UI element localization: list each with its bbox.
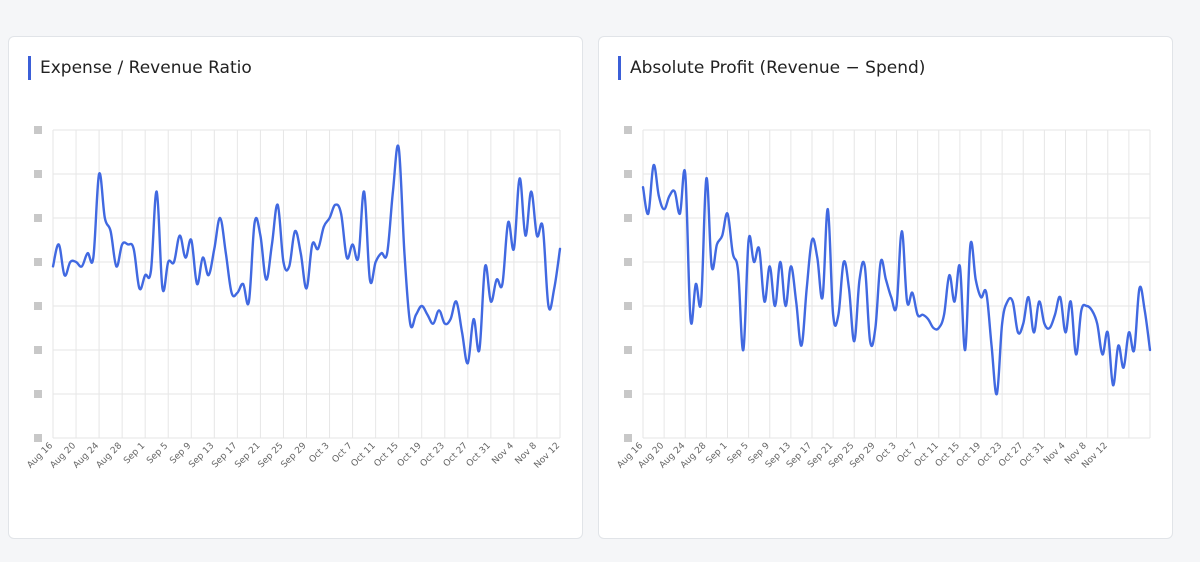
y-tick-label [34,126,42,134]
x-tick-label: Nov 12 [533,441,563,471]
x-tick-label: Oct 3 [874,441,898,465]
series-line [641,163,1152,396]
x-tick-label: Sep 1 [122,441,147,466]
grid [52,129,561,439]
y-tick-label [624,346,632,354]
x-tick-label: Sep 29 [279,441,308,470]
x-tick-label: Oct 23 [419,441,447,469]
x-tick-label: Oct 15 [373,441,401,469]
x-tick-label: Oct 19 [396,441,424,469]
y-tick-label [624,170,632,178]
x-tick-label: Sep 5 [145,441,170,466]
y-tick-label [34,258,42,266]
card-title: Expense / Revenue Ratio [28,56,252,80]
y-tick-label [624,126,632,134]
x-tick-label: Aug 28 [95,441,125,471]
x-tick-label: Oct 31 [1018,441,1046,469]
grid [642,129,1151,439]
y-tick-label [34,434,42,442]
y-tick-label [34,214,42,222]
y-tick-label [34,170,42,178]
x-tick-label: Sep 5 [726,441,751,466]
y-tick-label [34,346,42,354]
y-tick-label [34,302,42,310]
x-tick-label: Oct 3 [308,441,332,465]
absolute-profit-card: Absolute Profit (Revenue − Spend) Aug 16… [598,36,1173,539]
x-tick-label: Nov 4 [1042,441,1068,467]
y-tick-label [624,390,632,398]
card-title: Absolute Profit (Revenue − Spend) [618,56,925,80]
y-tick-label [624,434,632,442]
x-tick-label: Oct 31 [465,441,493,469]
x-tick-label: Oct 27 [442,441,470,469]
y-tick-label [624,214,632,222]
y-tick-label [34,390,42,398]
y-tick-label [624,302,632,310]
x-tick-label: Nov 4 [490,441,516,467]
x-tick-label: Oct 11 [350,441,378,469]
x-tick-label: Sep 1 [704,441,729,466]
y-tick-label [624,258,632,266]
expense-revenue-ratio-card: Expense / Revenue Ratio Aug 16 Aug 20 Aug … [8,36,583,539]
series-line [51,144,562,365]
